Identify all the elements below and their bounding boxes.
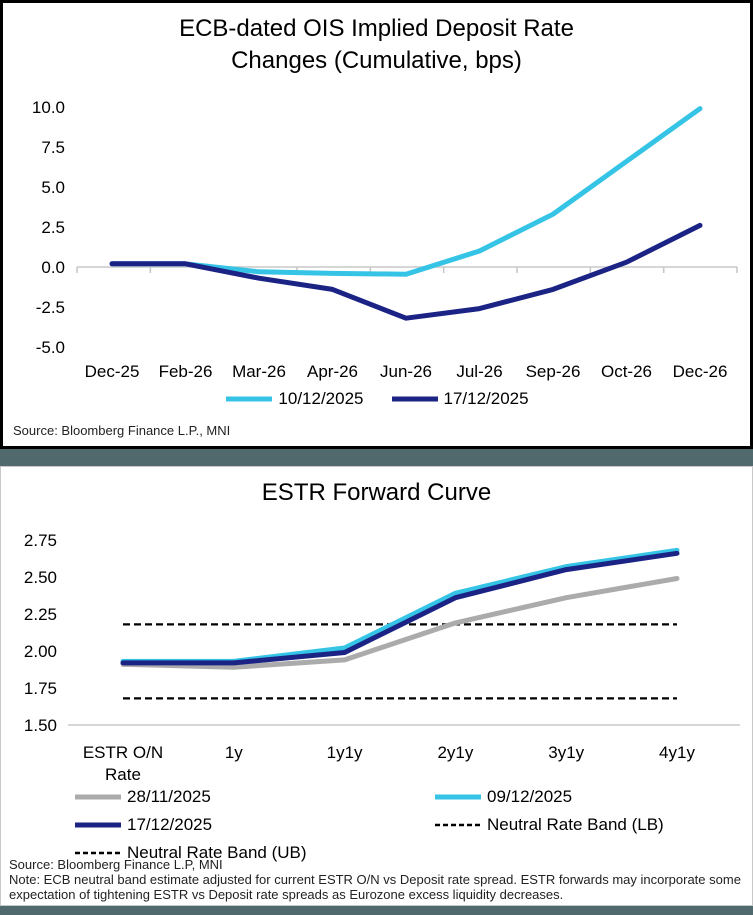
legend-label: Neutral Rate Band (LB) xyxy=(487,815,664,834)
legend-label: 17/12/2025 xyxy=(443,389,529,408)
series-line-10-12-2025 xyxy=(109,106,703,277)
dashed-line-swatch-icon xyxy=(435,823,481,827)
legend-label: 09/12/2025 xyxy=(487,787,573,806)
x-tick-label: Jul-26 xyxy=(456,362,502,381)
y-tick-label: -5.0 xyxy=(36,338,65,357)
estr-chart-source: Source: Bloomberg Finance L.P, MNI xyxy=(9,857,223,872)
series-line-28-11-2025 xyxy=(120,575,680,670)
x-tick-label: Sep-26 xyxy=(526,362,581,381)
x-tick-label: Dec-26 xyxy=(673,362,728,381)
estr-chart-legend-right: 09/12/2025 Neutral Rate Band (LB) xyxy=(433,787,664,835)
x-tick-label: Apr-26 xyxy=(307,362,358,381)
x-tick-label: 1y xyxy=(225,743,243,762)
estr-chart-title: ESTR Forward Curve xyxy=(261,479,492,506)
ois-chart-title-line2: Changes (Cumulative, bps) xyxy=(231,46,522,74)
legend-label: 17/12/2025 xyxy=(127,815,213,834)
estr-chart-legend-left: 28/11/2025 17/12/2025 Neutral Rate Band (U… xyxy=(73,787,307,863)
y-tick-label: 0.0 xyxy=(41,258,65,277)
x-tick-label: Dec-25 xyxy=(85,362,140,381)
line-swatch-icon xyxy=(75,822,121,828)
legend-item-neutral-rate-band-ub: Neutral Rate Band (UB) xyxy=(73,843,307,863)
x-tick-label: 2y1y xyxy=(437,743,473,762)
series-line-17-12-2025 xyxy=(109,222,703,321)
y-tick-label: 5.0 xyxy=(41,178,65,197)
y-tick-label: 2.5 xyxy=(41,218,65,237)
ois-chart-title-line1: ECB-dated OIS Implied Deposit Rate xyxy=(179,15,574,42)
legend-item-17-12-2025: 17/12/2025 xyxy=(73,815,307,835)
legend-item-10-12-2025: 10/12/2025 xyxy=(224,389,364,409)
x-tick-label: Feb-26 xyxy=(159,362,213,381)
line-swatch-icon xyxy=(435,794,481,800)
ois-chart-panel: ECB-dated OIS Implied Deposit Rate Chang… xyxy=(0,0,753,449)
ois-chart-source: Source: Bloomberg Finance L.P., MNI xyxy=(13,423,231,438)
legend-item-17-12-2025: 17/12/2025 xyxy=(390,389,529,409)
y-tick-label: -2.5 xyxy=(36,298,65,317)
x-tick-label: 1y1y xyxy=(327,743,363,762)
ois-chart-title: ECB-dated OIS Implied Deposit Rate Chang… xyxy=(3,13,750,76)
y-tick-label: 10.0 xyxy=(32,98,65,117)
estr-chart-note: Note: ECB neutral band estimate adjusted… xyxy=(9,872,741,903)
estr-chart-panel: ESTR Forward Curve 2.75 2.50 2.25 2.00 1.75 1… xyxy=(0,466,753,906)
line-swatch-icon xyxy=(75,794,121,800)
legend-label: 28/11/2025 xyxy=(127,787,211,806)
legend-item-28-11-2025: 28/11/2025 xyxy=(73,787,307,807)
x-tick-label: Oct-26 xyxy=(601,362,652,381)
legend-item-neutral-rate-band-lb: Neutral Rate Band (LB) xyxy=(433,815,664,835)
legend-item-09-12-2025: 09/12/2025 xyxy=(433,787,664,807)
x-tick-label: ESTR O/N xyxy=(83,743,163,762)
ois-chart-legend: 10/12/2025 17/12/2025 xyxy=(3,389,750,409)
y-tick-label: 1.50 xyxy=(24,716,57,735)
series-line-17-12-2025 xyxy=(120,550,680,666)
line-swatch-icon xyxy=(391,396,438,402)
y-tick-label: 1.75 xyxy=(24,679,57,698)
x-tick-label: 4y1y xyxy=(659,743,695,762)
x-tick-label: Jun-26 xyxy=(380,362,432,381)
x-tick-label: 3y1y xyxy=(548,743,584,762)
x-tick-label: Mar-26 xyxy=(232,362,286,381)
x-tick-label: Rate xyxy=(105,765,141,784)
y-tick-label: 2.50 xyxy=(24,568,57,587)
y-tick-label: 2.75 xyxy=(24,531,57,550)
legend-label: Neutral Rate Band (UB) xyxy=(127,843,307,862)
y-tick-label: 2.00 xyxy=(24,642,57,661)
line-swatch-icon xyxy=(226,396,273,402)
legend-label: 10/12/2025 xyxy=(278,389,364,408)
ois-chart-plot: 10.0 7.5 5.0 2.5 0.0 -2.5 -5.0 Dec-25 Feb-26 Mar-… xyxy=(32,98,738,381)
y-tick-label: 2.25 xyxy=(24,605,57,624)
y-tick-label: 7.5 xyxy=(41,138,65,157)
